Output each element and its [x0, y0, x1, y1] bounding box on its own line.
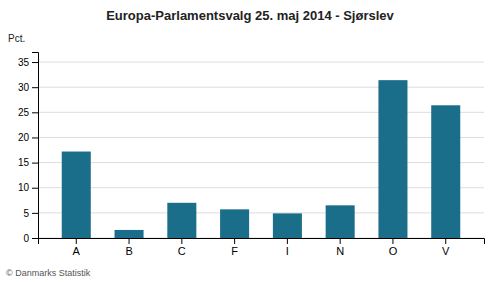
- x-tick-label: B: [125, 245, 132, 257]
- y-tick-mark: [32, 213, 38, 214]
- x-tick: B: [125, 238, 132, 257]
- y-tick: 0: [23, 233, 38, 244]
- y-tick-mark: [32, 112, 38, 113]
- x-tick: A: [73, 238, 81, 257]
- y-tick: 25: [18, 107, 38, 118]
- y-tick-label: 20: [18, 132, 30, 143]
- bar: [273, 213, 302, 238]
- grid-line: [38, 137, 484, 138]
- chart: Europa-Parlamentsvalg 25. maj 2014 - Sjø…: [0, 0, 500, 282]
- x-tick: C: [178, 238, 186, 257]
- x-tick-label: N: [336, 245, 344, 257]
- x-tick-mark: [76, 238, 77, 244]
- bar: [431, 105, 460, 238]
- x-tick-mark: [392, 238, 393, 244]
- bar: [220, 209, 249, 238]
- footer: © Danmarks Statistik: [6, 268, 91, 278]
- y-tick-mark: [32, 87, 38, 88]
- x-tick-label: F: [231, 245, 238, 257]
- bar: [167, 203, 196, 238]
- x-tick-mark: [340, 238, 341, 244]
- y-tick-label: 5: [23, 208, 29, 219]
- x-tick: F: [231, 238, 238, 257]
- grid: [38, 62, 484, 238]
- y-axis-line: [32, 53, 39, 239]
- bar: [115, 230, 144, 238]
- y-tick: 35: [18, 57, 38, 68]
- grid-line: [38, 87, 484, 88]
- y-tick-label: 35: [18, 57, 30, 68]
- x-tick: N: [336, 238, 344, 257]
- grid-line: [38, 187, 484, 188]
- x-tick: I: [286, 238, 289, 257]
- y-axis: 0 5 10 15 20 25 30 35: [18, 53, 39, 244]
- grid-line: [38, 212, 484, 213]
- bar: [62, 152, 91, 238]
- x-tick: O: [389, 238, 398, 257]
- y-axis-label: Pct.: [8, 33, 25, 44]
- x-tick-mark: [234, 238, 235, 244]
- bar: [326, 205, 355, 238]
- y-tick-label: 30: [18, 82, 30, 93]
- y-tick-mark: [32, 137, 38, 138]
- grid-line: [38, 162, 484, 163]
- y-tick: 20: [18, 132, 38, 143]
- x-axis-line: [39, 239, 485, 245]
- title: Europa-Parlamentsvalg 25. maj 2014 - Sjø…: [106, 8, 394, 23]
- x-tick-mark: [181, 238, 182, 244]
- x-tick: V: [442, 238, 450, 257]
- y-tick-label: 10: [18, 182, 30, 193]
- x-tick-label: V: [442, 245, 450, 257]
- y-tick-mark: [32, 163, 38, 164]
- y-tick: 5: [23, 208, 38, 219]
- x-tick-mark: [445, 238, 446, 244]
- x-axis: ABCFINOV: [39, 238, 485, 257]
- y-tick-mark: [32, 238, 38, 239]
- x-tick-label: A: [73, 245, 81, 257]
- y-tick: 10: [18, 182, 38, 193]
- y-tick-mark: [32, 62, 38, 63]
- x-tick-mark: [129, 238, 130, 244]
- grid-line: [38, 112, 484, 113]
- x-tick-mark: [287, 238, 288, 244]
- y-tick-mark: [32, 188, 38, 189]
- y-tick: 30: [18, 82, 38, 93]
- x-tick-label: O: [389, 245, 398, 257]
- bars: [62, 80, 460, 238]
- y-tick-label: 15: [18, 157, 30, 168]
- plot: 0 5 10 15 20 25 30 35 A B C F I N O V: [18, 53, 485, 257]
- y-tick-label: 25: [18, 107, 30, 118]
- y-tick-label: 0: [23, 233, 29, 244]
- bar: [378, 80, 407, 238]
- y-tick: 15: [18, 157, 38, 168]
- x-tick-label: I: [286, 245, 289, 257]
- x-tick-label: C: [178, 245, 186, 257]
- grid-line: [38, 62, 484, 63]
